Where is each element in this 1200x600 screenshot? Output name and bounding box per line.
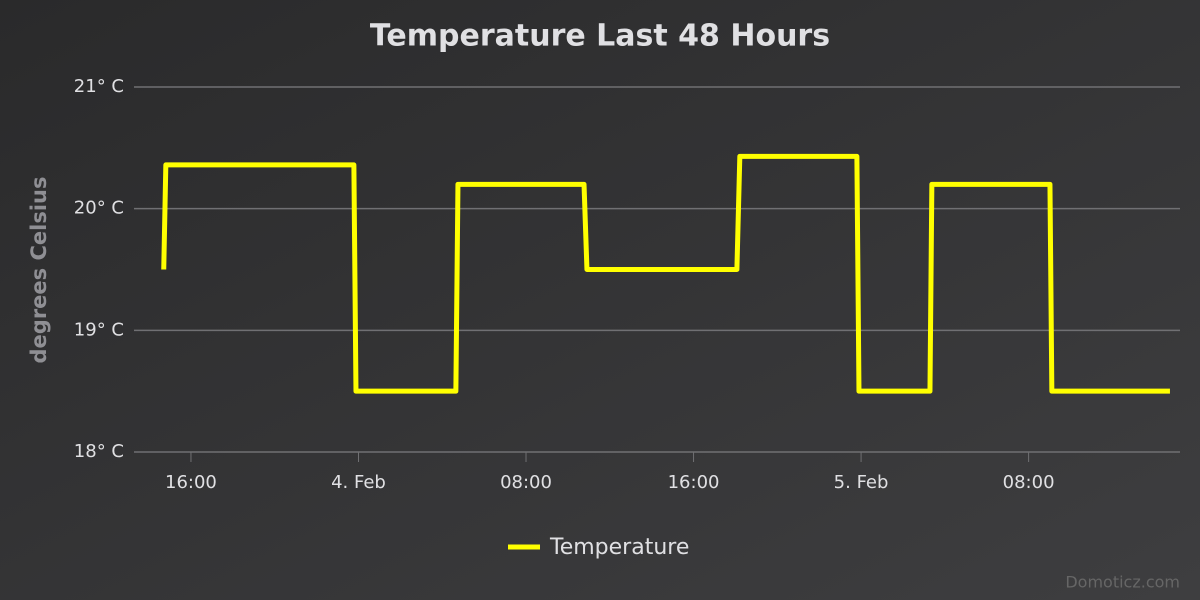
x-tick-label: 4. Feb — [331, 472, 386, 493]
y-axis-title: degrees Celsius — [27, 177, 51, 364]
y-tick-label: 18° C — [74, 441, 124, 462]
x-tick-label: 5. Feb — [834, 472, 889, 493]
x-tick-label: 16:00 — [668, 472, 720, 493]
line-series — [161, 153, 1170, 394]
y-tick-label: 19° C — [74, 319, 124, 340]
x-tick-label: 08:00 — [1003, 472, 1055, 493]
x-tick-label: 08:00 — [500, 472, 552, 493]
x-tick-label: 16:00 — [165, 472, 217, 493]
y-tick-label: 20° C — [74, 198, 124, 219]
chart-title: Temperature Last 48 Hours — [370, 19, 830, 54]
y-tick-label: 21° C — [74, 76, 124, 97]
credits: Domoticz.com — [1065, 573, 1180, 592]
legend-label: Temperature — [549, 535, 689, 560]
